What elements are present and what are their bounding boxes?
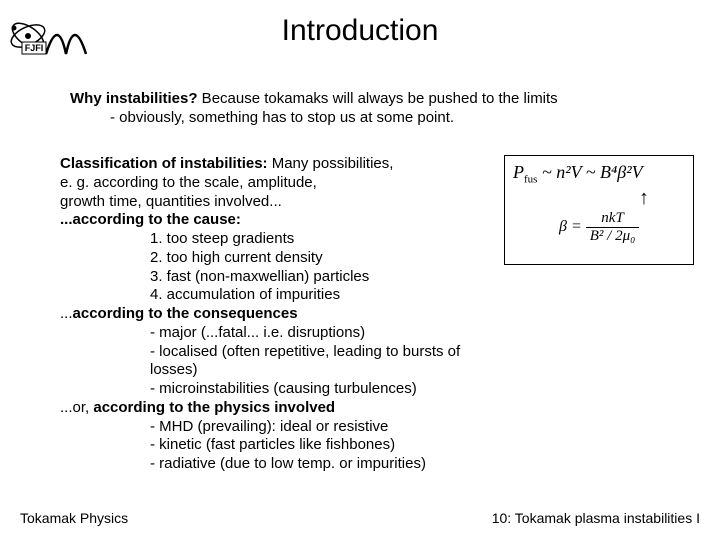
formula-pfus: Pfus ~ n²V ~ B⁴β²V bbox=[513, 162, 685, 186]
physics-pre: ...or, bbox=[60, 399, 93, 416]
physics-item-2: - kinetic (fast particles like fishbones… bbox=[60, 436, 490, 455]
lead-answer-2: - obviously, something has to stop us at… bbox=[70, 109, 670, 128]
slide-title: Introduction bbox=[0, 14, 720, 48]
consequences-item-1: - major (...fatal... i.e. disruptions) bbox=[60, 324, 490, 343]
formula-box: Pfus ~ n²V ~ B⁴β²V ↑ β = nkTB² / 2μ₀ bbox=[504, 155, 694, 265]
consequences-pre: ... bbox=[60, 305, 73, 322]
consequences-item-3: - microinstabilities (causing turbulence… bbox=[60, 380, 490, 399]
physics-item-1: - MHD (prevailing): ideal or resistive bbox=[60, 418, 490, 437]
classification-l2: e. g. according to the scale, amplitude, bbox=[60, 174, 490, 193]
cause-item-1: 1. too steep gradients bbox=[60, 230, 490, 249]
physics-item-3: - radiative (due to low temp. or impurit… bbox=[60, 455, 490, 474]
formula-beta: β = nkTB² / 2μ₀ bbox=[513, 210, 685, 245]
classification-heading: Classification of instabilities: bbox=[60, 155, 268, 172]
classification-tail: Many possibilities, bbox=[268, 155, 394, 172]
physics-heading: according to the physics involved bbox=[93, 399, 335, 416]
cause-item-2: 2. too high current density bbox=[60, 249, 490, 268]
lead-answer-1: Because tokamaks will always be pushed t… bbox=[198, 90, 558, 107]
lead-paragraph: Why instabilities? Because tokamaks will… bbox=[70, 90, 670, 128]
footer-right: 10: Tokamak plasma instabilities I bbox=[492, 510, 700, 526]
cause-item-3: 3. fast (non-maxwellian) particles bbox=[60, 268, 490, 287]
footer-left: Tokamak Physics bbox=[20, 510, 128, 526]
consequences-heading: according to the consequences bbox=[73, 305, 298, 322]
classification-l3: growth time, quantities involved... bbox=[60, 193, 490, 212]
cause-heading: ...according to the cause: bbox=[60, 211, 490, 230]
body-content: Classification of instabilities: Many po… bbox=[60, 155, 490, 474]
lead-question: Why instabilities? bbox=[70, 90, 198, 107]
cause-item-4: 4. accumulation of impurities bbox=[60, 286, 490, 305]
formula-arrow: ↑ bbox=[603, 188, 685, 208]
consequences-item-2: - localised (often repetitive, leading t… bbox=[60, 343, 490, 381]
